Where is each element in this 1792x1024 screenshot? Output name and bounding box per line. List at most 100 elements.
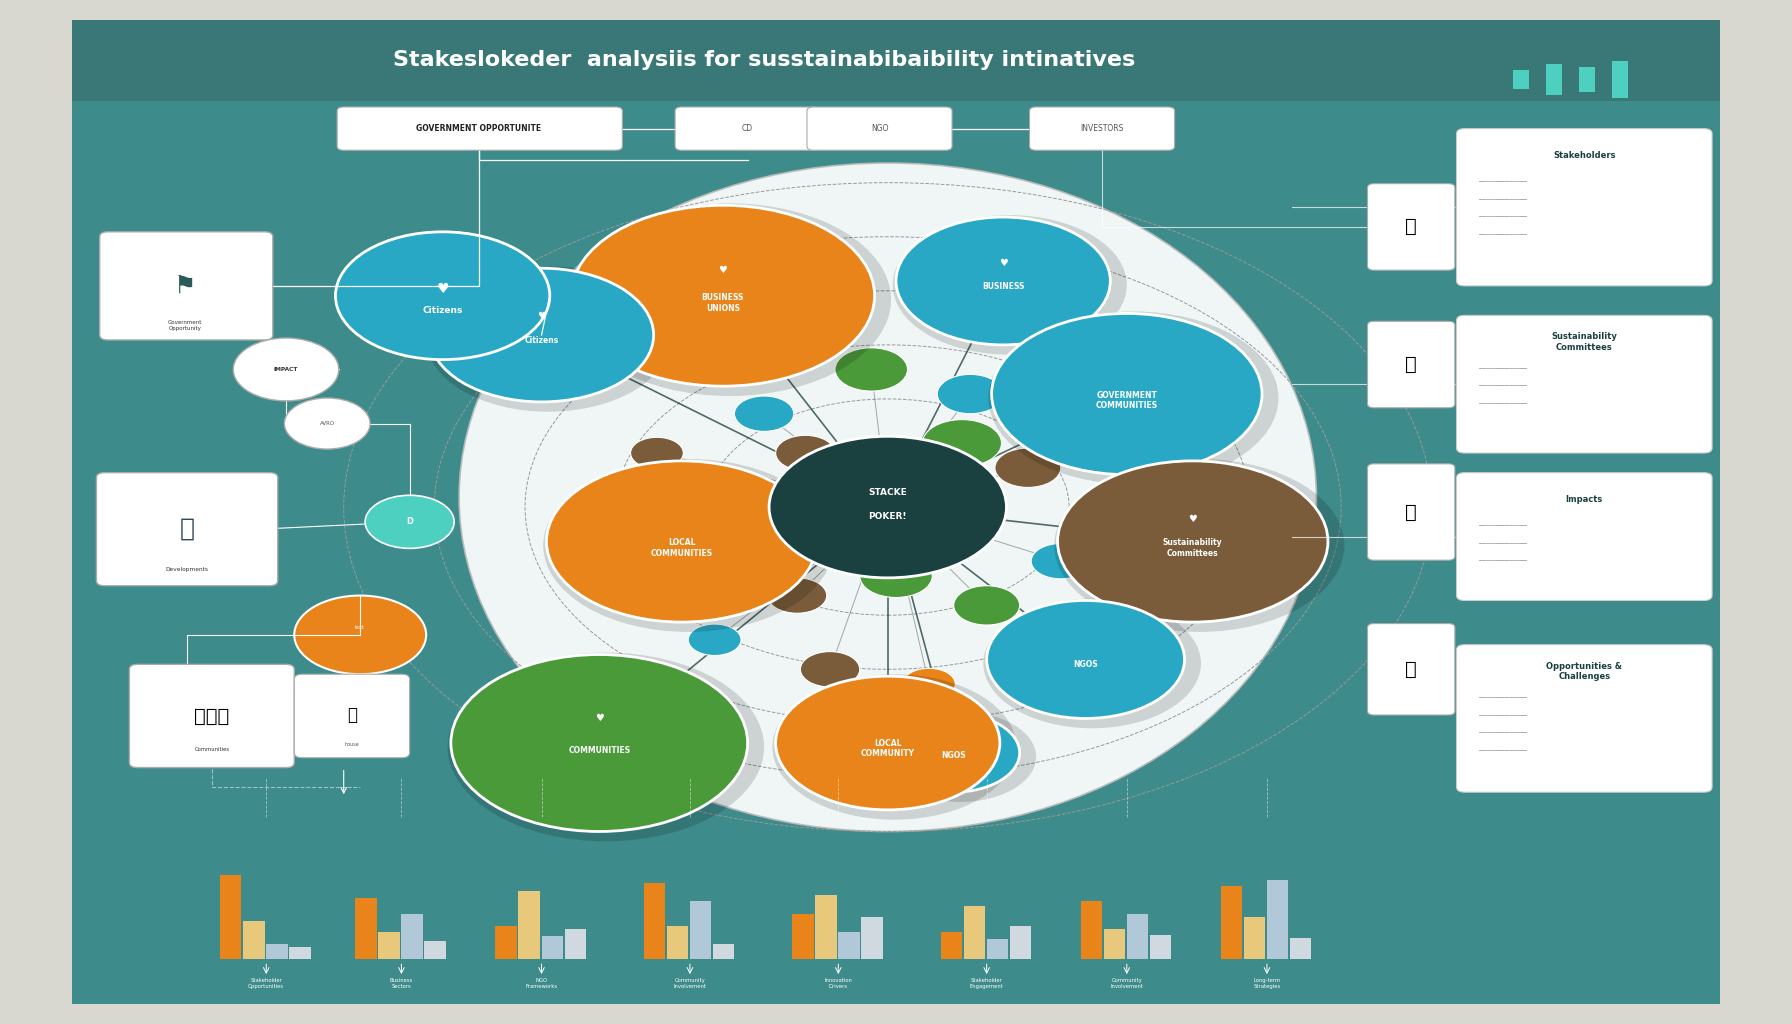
Circle shape bbox=[903, 669, 955, 699]
Circle shape bbox=[366, 496, 453, 549]
Bar bbox=[643, 883, 665, 959]
Text: Impacts: Impacts bbox=[1566, 495, 1602, 504]
Circle shape bbox=[452, 654, 747, 831]
Text: Innovation
Drivers: Innovation Drivers bbox=[824, 978, 853, 989]
Bar bbox=[289, 947, 310, 959]
Text: NGOS: NGOS bbox=[1073, 659, 1098, 669]
Text: Citizens: Citizens bbox=[525, 336, 559, 345]
Bar bbox=[518, 891, 539, 959]
Circle shape bbox=[769, 436, 1007, 578]
FancyBboxPatch shape bbox=[1367, 624, 1455, 715]
Circle shape bbox=[1057, 461, 1328, 623]
Bar bbox=[964, 906, 986, 959]
Text: ─────────────────: ───────────────── bbox=[1478, 383, 1527, 388]
Text: Developments: Developments bbox=[165, 566, 208, 571]
Text: 👥: 👥 bbox=[179, 517, 195, 541]
Bar bbox=[220, 876, 242, 959]
Text: 📄: 📄 bbox=[1405, 217, 1417, 237]
Text: STACKE: STACKE bbox=[869, 487, 907, 497]
Bar bbox=[987, 939, 1009, 959]
Text: GOVERNMENT OPPORTUNITE: GOVERNMENT OPPORTUNITE bbox=[416, 124, 541, 133]
Bar bbox=[72, 20, 1720, 101]
Circle shape bbox=[448, 652, 763, 842]
Text: NGOS: NGOS bbox=[941, 752, 966, 761]
Circle shape bbox=[991, 313, 1262, 475]
Bar bbox=[1009, 926, 1030, 959]
Circle shape bbox=[984, 598, 1201, 728]
Text: BUSINESS: BUSINESS bbox=[982, 282, 1025, 291]
Text: IMPACT: IMPACT bbox=[274, 367, 297, 372]
Text: ─────────────────: ───────────────── bbox=[1478, 231, 1527, 237]
FancyBboxPatch shape bbox=[1457, 645, 1711, 793]
Text: ─────────────────: ───────────────── bbox=[1478, 712, 1527, 717]
Circle shape bbox=[1054, 459, 1344, 632]
Text: ♥: ♥ bbox=[437, 282, 448, 296]
FancyBboxPatch shape bbox=[1457, 129, 1711, 286]
Text: 🏠: 🏠 bbox=[348, 707, 357, 725]
Circle shape bbox=[923, 420, 1002, 467]
Text: ♥: ♥ bbox=[998, 258, 1007, 268]
Text: Community
Involvement: Community Involvement bbox=[674, 978, 706, 989]
Circle shape bbox=[776, 435, 835, 471]
Bar bbox=[1081, 901, 1102, 959]
Bar bbox=[690, 901, 711, 959]
Bar bbox=[839, 932, 860, 959]
Ellipse shape bbox=[459, 163, 1317, 831]
Bar bbox=[378, 932, 400, 959]
Circle shape bbox=[987, 600, 1185, 719]
Text: ─────────────────: ───────────────── bbox=[1478, 730, 1527, 734]
Bar bbox=[401, 913, 423, 959]
Bar bbox=[1290, 938, 1312, 959]
Circle shape bbox=[989, 311, 1278, 484]
FancyBboxPatch shape bbox=[1367, 322, 1455, 408]
Circle shape bbox=[995, 449, 1061, 487]
FancyBboxPatch shape bbox=[1030, 106, 1174, 151]
Text: NGO
Frameworks: NGO Frameworks bbox=[525, 978, 557, 989]
Text: ─────────────────: ───────────────── bbox=[1478, 178, 1527, 183]
Bar bbox=[1611, 60, 1627, 98]
Bar bbox=[1579, 68, 1595, 92]
Circle shape bbox=[887, 714, 1020, 793]
Circle shape bbox=[892, 215, 1127, 354]
Bar bbox=[425, 941, 446, 959]
Text: D: D bbox=[407, 517, 414, 526]
Text: BUSINESS
UNIONS: BUSINESS UNIONS bbox=[702, 293, 744, 312]
Circle shape bbox=[937, 375, 1004, 414]
Text: ─────────────────: ───────────────── bbox=[1478, 558, 1527, 562]
Text: 👥: 👥 bbox=[1405, 503, 1417, 521]
Text: 🌿: 🌿 bbox=[1405, 659, 1417, 679]
Circle shape bbox=[572, 205, 874, 386]
Text: Community
Involvement: Community Involvement bbox=[1111, 978, 1143, 989]
Text: Opportunities &
Challenges: Opportunities & Challenges bbox=[1546, 662, 1622, 681]
Bar bbox=[792, 913, 814, 959]
Text: text: text bbox=[355, 626, 366, 631]
Bar bbox=[862, 916, 883, 959]
Circle shape bbox=[776, 676, 1000, 810]
Text: Stakeholder
Opportunities: Stakeholder Opportunities bbox=[247, 978, 285, 989]
Text: ♥: ♥ bbox=[1188, 514, 1197, 524]
Text: Stakeholders: Stakeholders bbox=[1554, 151, 1616, 160]
FancyBboxPatch shape bbox=[129, 665, 294, 768]
Text: Communities: Communities bbox=[194, 748, 229, 753]
Text: ─────────────────: ───────────────── bbox=[1478, 214, 1527, 218]
Circle shape bbox=[568, 204, 891, 396]
Bar bbox=[1244, 916, 1265, 959]
Bar bbox=[941, 932, 962, 959]
Bar bbox=[541, 936, 563, 959]
Circle shape bbox=[860, 554, 932, 598]
FancyBboxPatch shape bbox=[1457, 473, 1711, 600]
Bar bbox=[244, 922, 265, 959]
Text: 🧑: 🧑 bbox=[1405, 355, 1417, 374]
Text: ─────────────────: ───────────────── bbox=[1478, 748, 1527, 753]
Text: ♥: ♥ bbox=[538, 311, 547, 322]
Circle shape bbox=[767, 578, 826, 613]
Circle shape bbox=[543, 459, 833, 632]
Bar bbox=[815, 895, 837, 959]
FancyBboxPatch shape bbox=[1367, 464, 1455, 560]
FancyBboxPatch shape bbox=[294, 674, 410, 758]
Text: LOCAL
COMMUNITIES: LOCAL COMMUNITIES bbox=[650, 539, 713, 558]
Text: CD: CD bbox=[742, 124, 753, 133]
Circle shape bbox=[772, 674, 1016, 819]
Text: ─────────────────: ───────────────── bbox=[1478, 365, 1527, 370]
Bar bbox=[1512, 70, 1529, 89]
